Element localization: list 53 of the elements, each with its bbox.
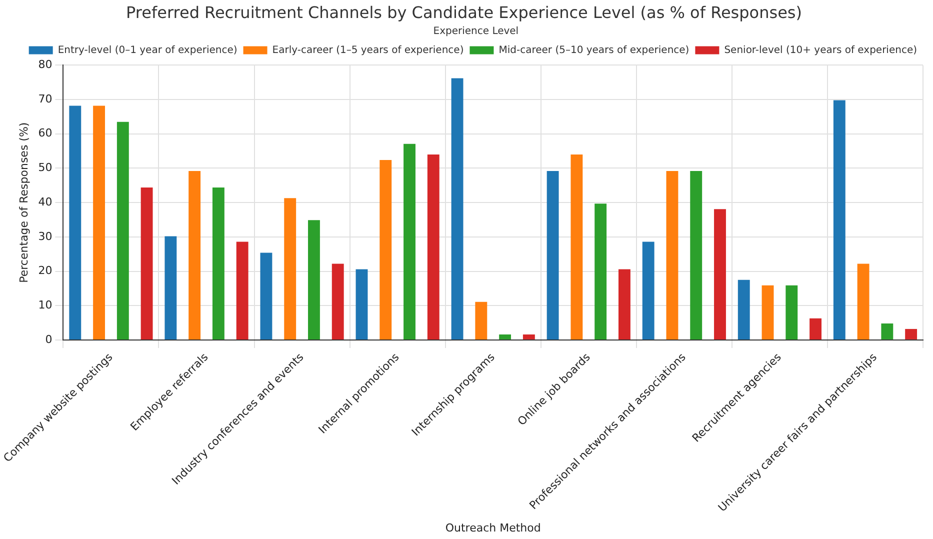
legend-label: Senior-level (10+ years of experience) [724, 44, 918, 56]
bar [116, 122, 129, 340]
bar [260, 252, 272, 340]
y-tick-label: 0 [45, 332, 52, 346]
bar [642, 242, 654, 340]
bar [427, 154, 440, 340]
bar [618, 269, 630, 340]
bar [881, 323, 894, 340]
bar [546, 170, 559, 340]
bar [236, 242, 248, 340]
bar [570, 154, 583, 340]
bar [522, 334, 535, 340]
bar [404, 144, 416, 340]
y-tick-label: 50 [38, 161, 52, 174]
y-tick-label: 60 [38, 126, 52, 140]
legend-title: Experience Level [433, 26, 519, 37]
legend-label: Entry-level (0–1 year of experience) [58, 44, 238, 56]
y-tick-label: 70 [38, 92, 52, 106]
y-tick-label: 20 [38, 264, 52, 278]
bar [212, 187, 224, 340]
bar [905, 328, 918, 340]
bar [499, 334, 512, 340]
bar [714, 209, 726, 340]
y-tick-label: 30 [38, 230, 52, 243]
bar [332, 264, 344, 340]
bar [93, 106, 105, 340]
bar [451, 78, 464, 340]
bar [140, 187, 153, 340]
bar [164, 236, 177, 340]
bar [308, 220, 320, 340]
bar [475, 302, 488, 340]
x-axis-title: Outreach Method [445, 521, 541, 534]
bar [762, 285, 774, 340]
bar [857, 264, 870, 340]
bar [284, 198, 296, 340]
bar [69, 106, 82, 340]
legend-label: Early-career (1–5 years of experience) [272, 44, 464, 56]
bar [594, 204, 607, 340]
chart-title: Preferred Recruitment Channels by Candidate Experience Level (as % of Responses) [126, 2, 802, 22]
bar [690, 170, 702, 340]
bar [810, 318, 822, 340]
y-axis-title: Percentage of Responses (%) [17, 122, 30, 283]
bar [738, 280, 750, 340]
y-tick-label: 40 [38, 195, 52, 208]
legend-label: Mid-career (5–10 years of experience) [498, 44, 690, 56]
bar [666, 170, 678, 340]
bar [356, 269, 368, 340]
bar [833, 100, 846, 340]
y-tick-label: 80 [38, 58, 52, 72]
y-tick-label: 10 [38, 298, 52, 312]
bar [380, 160, 392, 340]
bar [188, 170, 201, 340]
bar [786, 285, 798, 340]
